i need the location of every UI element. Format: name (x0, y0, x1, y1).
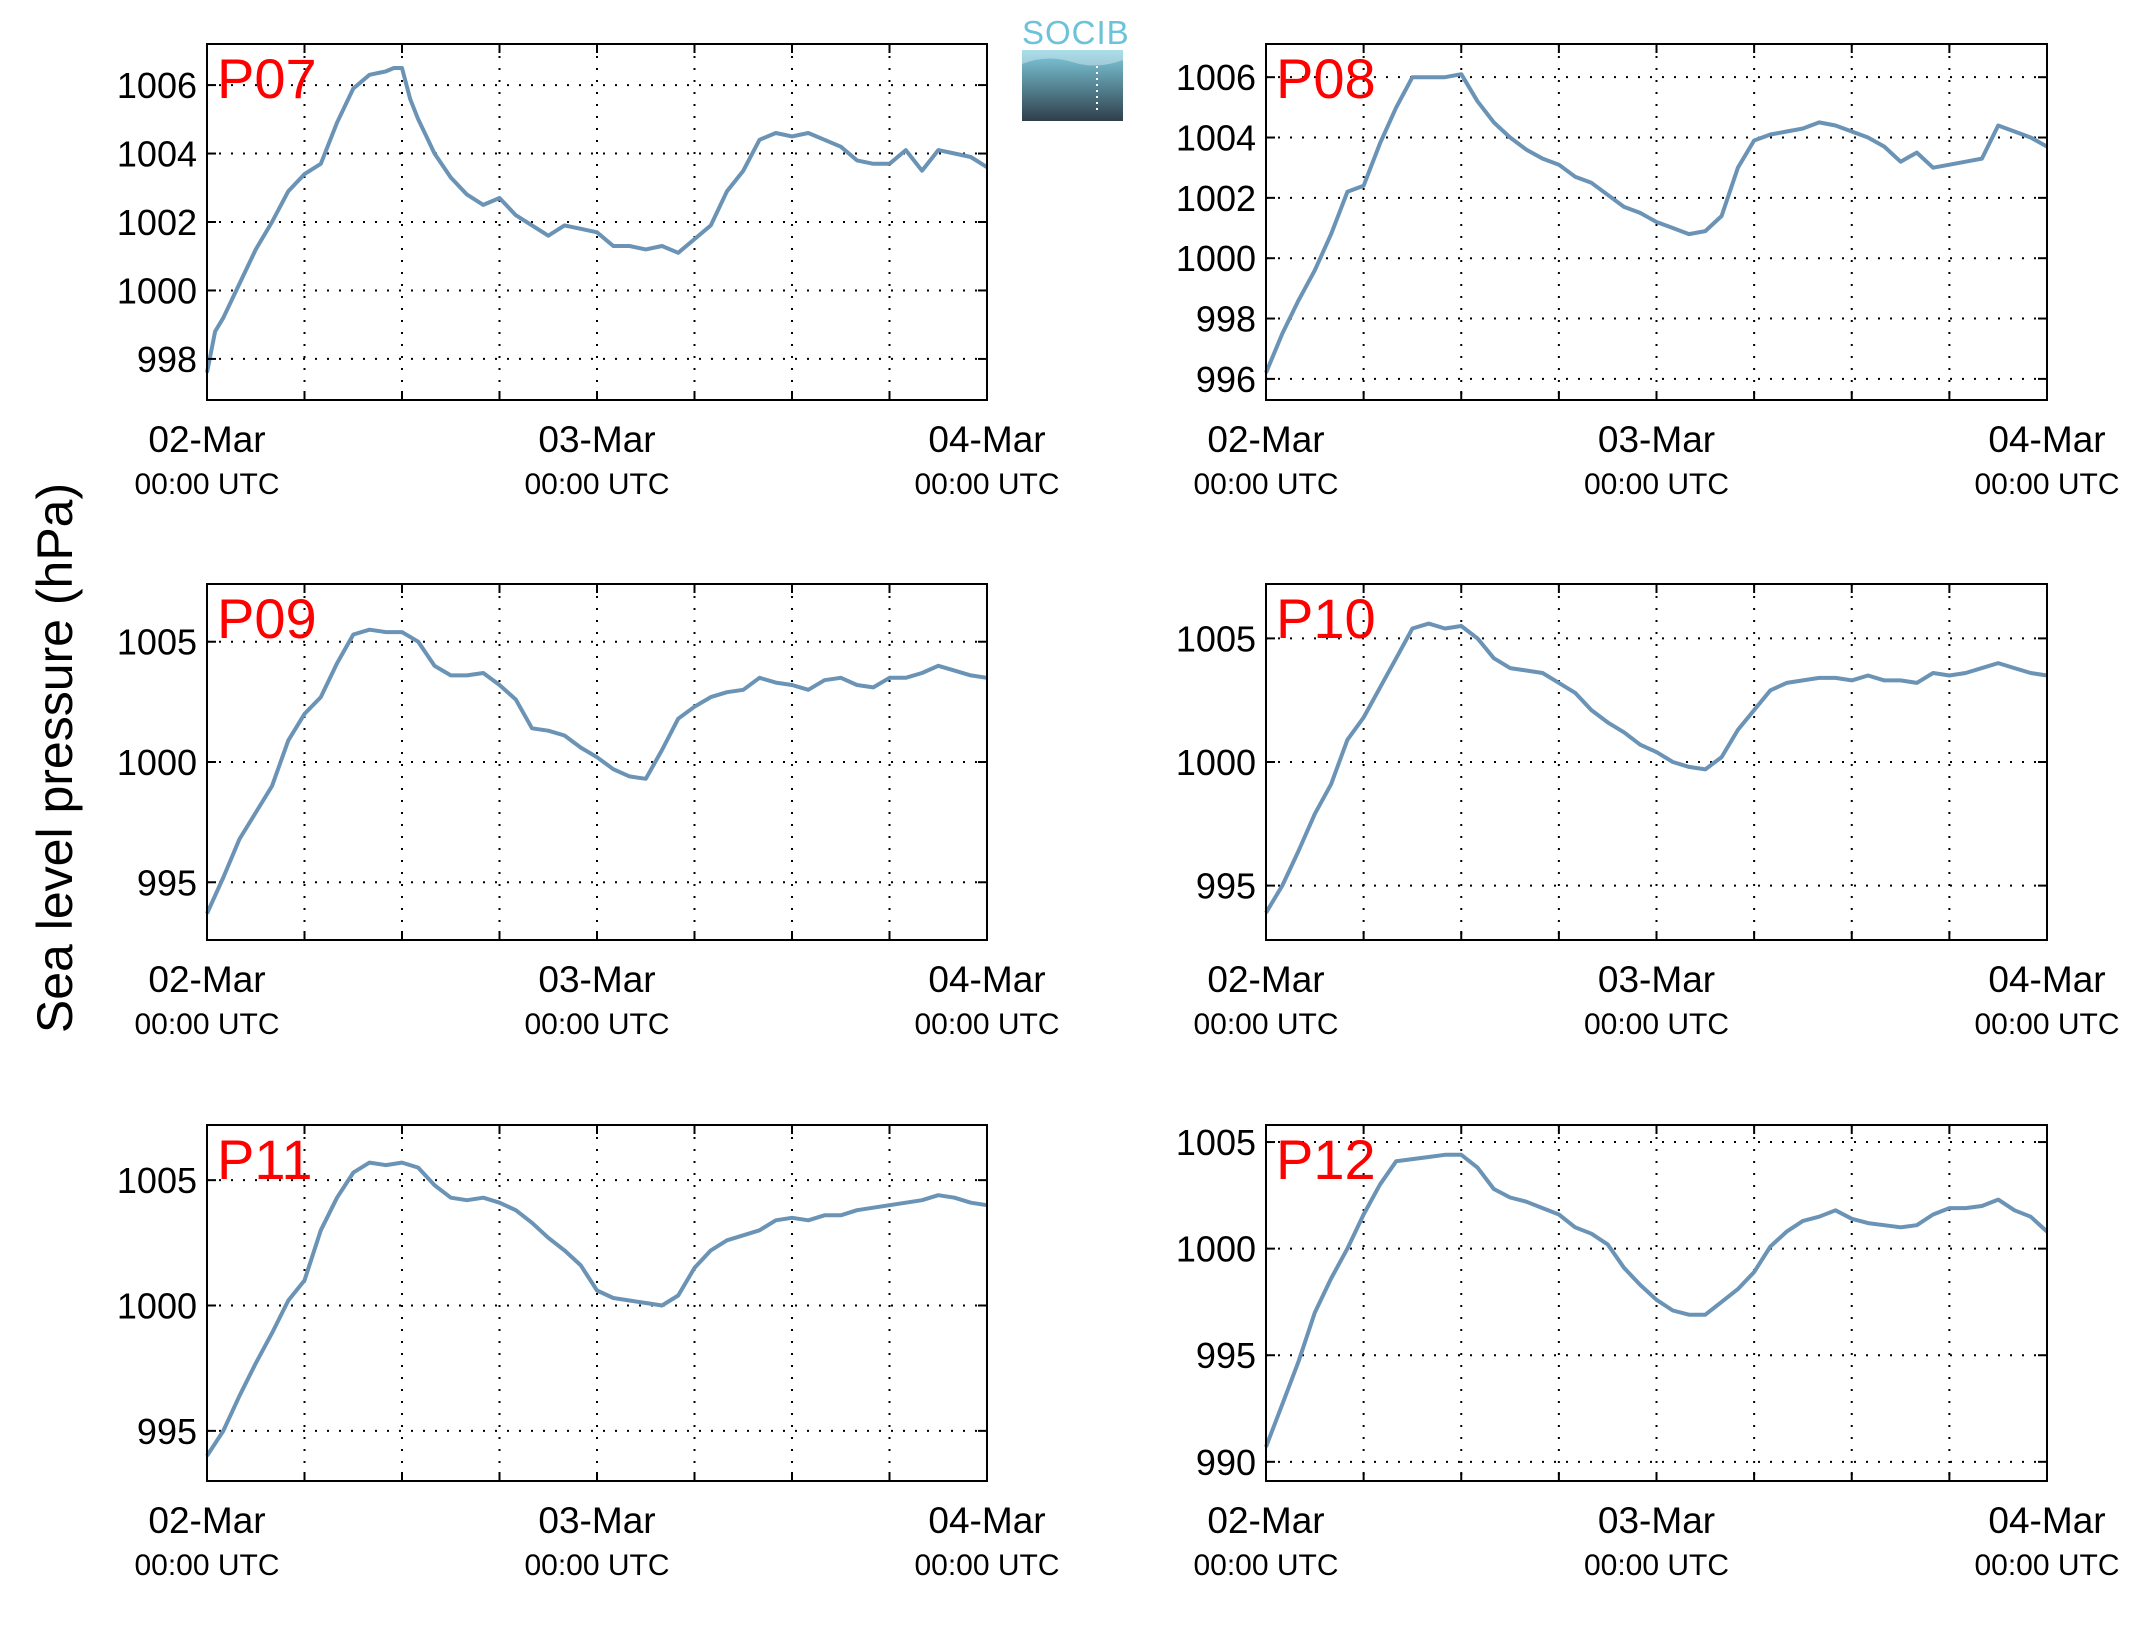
x-tick-label-time: 00:00 UTC (1584, 1008, 1729, 1041)
x-tick-label-date: 02-Mar (148, 959, 265, 1000)
x-tick-label-time: 00:00 UTC (914, 468, 1059, 501)
x-tick-label-date: 04-Mar (1988, 419, 2105, 460)
x-tick-label-date: 03-Mar (538, 959, 655, 1000)
x-tick-label-time: 00:00 UTC (524, 1008, 669, 1041)
station-label: P09 (217, 587, 317, 650)
y-tick-label: 995 (1196, 866, 1256, 907)
station-label: P11 (217, 1128, 312, 1191)
y-tick-label: 998 (137, 339, 197, 380)
x-tick-label-time: 00:00 UTC (1193, 468, 1338, 501)
y-tick-label: 1000 (1176, 1229, 1256, 1270)
x-tick-label-date: 04-Mar (928, 959, 1045, 1000)
y-tick-label: 1000 (1176, 238, 1256, 279)
y-tick-label: 1005 (1176, 1122, 1256, 1163)
x-tick-label-date: 03-Mar (538, 419, 655, 460)
axes-frame (206, 43, 988, 401)
x-tick-label-time: 00:00 UTC (914, 1008, 1059, 1041)
y-tick-label: 1002 (1176, 178, 1256, 219)
x-tick-label-date: 04-Mar (1988, 959, 2105, 1000)
x-tick-label-date: 02-Mar (1207, 959, 1324, 1000)
axes-frame (206, 1124, 988, 1482)
data-series-line (205, 1160, 988, 1457)
y-tick-label: 1004 (117, 134, 197, 175)
y-tick-label: 1006 (117, 65, 197, 106)
data-series-line (205, 627, 988, 915)
y-axis-label: Sea level pressure (hPa) (27, 483, 83, 1033)
logo-text: SOCIB (1022, 14, 1130, 51)
plot-area: 995 1000 1005 02-Mar 00:00 UTC 03-Mar 00:00 UT… (1176, 583, 2120, 1041)
station-label: P12 (1276, 1128, 1376, 1191)
y-tick-label: 1000 (117, 742, 197, 783)
plot-area: 995 1000 1005 02-Mar 00:00 UTC 03-Mar 00:00 UT… (117, 583, 1060, 1041)
x-tick-label-time: 00:00 UTC (134, 1549, 279, 1582)
y-tick-label: 1005 (117, 622, 197, 663)
data-series-line (1264, 621, 2048, 914)
socib-logo: SOCIB (1022, 14, 1130, 121)
y-tick-label: 995 (1196, 1335, 1256, 1376)
data-series-line (1264, 72, 2048, 374)
chart-p11: 995 1000 1005 02-Mar 00:00 UTC 03-Mar 00:00 UT… (117, 1124, 1060, 1582)
y-tick-label: 1004 (1176, 118, 1256, 159)
x-tick-label-time: 00:00 UTC (1974, 468, 2119, 501)
x-tick-label-date: 02-Mar (1207, 1500, 1324, 1541)
x-tick-label-time: 00:00 UTC (914, 1549, 1059, 1582)
x-tick-label-date: 02-Mar (148, 1500, 265, 1541)
y-tick-label: 1000 (1176, 742, 1256, 783)
plot-area: 998 1000 1002 1004 1006 02-Mar 00:00 UTC 03-Mar… (117, 43, 1060, 501)
x-tick-label-time: 00:00 UTC (524, 1549, 669, 1582)
plot-area: 996 998 1000 1002 1004 1006 02-Mar 00:00 UTC 03-… (1176, 43, 2120, 501)
x-tick-label-date: 04-Mar (928, 419, 1045, 460)
y-tick-label: 1006 (1176, 57, 1256, 98)
x-tick-label-time: 00:00 UTC (1974, 1549, 2119, 1582)
axes-frame (1265, 583, 2048, 941)
chart-p10: 995 1000 1005 02-Mar 00:00 UTC 03-Mar 00:00 UT… (1176, 583, 2120, 1041)
chart-p08: 996 998 1000 1002 1004 1006 02-Mar 00:00 UTC 03-… (1176, 43, 2120, 501)
data-series-line (1264, 1152, 2049, 1448)
chart-p09: 995 1000 1005 02-Mar 00:00 UTC 03-Mar 00:00 UT… (117, 583, 1060, 1041)
station-label: P10 (1276, 587, 1376, 650)
data-series-line (205, 66, 989, 373)
y-tick-label: 996 (1196, 359, 1256, 400)
y-tick-label: 1002 (117, 202, 197, 243)
x-tick-label-date: 03-Mar (538, 1500, 655, 1541)
x-tick-label-time: 00:00 UTC (134, 468, 279, 501)
x-tick-label-time: 00:00 UTC (1584, 1549, 1729, 1582)
x-tick-label-time: 00:00 UTC (524, 468, 669, 501)
station-label: P07 (217, 47, 317, 110)
axes-frame (206, 583, 988, 941)
x-tick-label-date: 03-Mar (1598, 959, 1715, 1000)
x-tick-label-time: 00:00 UTC (1584, 468, 1729, 501)
y-tick-label: 995 (137, 1411, 197, 1452)
plot-area: 990 995 1000 1005 02-Mar 00:00 UTC 03-Mar 00:00… (1176, 1122, 2120, 1582)
x-tick-label-time: 00:00 UTC (134, 1008, 279, 1041)
x-tick-label-date: 04-Mar (928, 1500, 1045, 1541)
x-tick-label-date: 03-Mar (1598, 419, 1715, 460)
x-tick-label-time: 00:00 UTC (1974, 1008, 2119, 1041)
y-tick-label: 990 (1196, 1442, 1256, 1483)
logo-wave-icon (1022, 50, 1123, 121)
y-tick-label: 995 (137, 862, 197, 903)
y-tick-label: 1000 (117, 1286, 197, 1327)
y-tick-label: 1000 (117, 270, 197, 311)
y-tick-label: 998 (1196, 299, 1256, 340)
plot-area: 995 1000 1005 02-Mar 00:00 UTC 03-Mar 00:00 UT… (117, 1124, 1060, 1582)
x-tick-label-date: 02-Mar (1207, 419, 1324, 460)
chart-p07: 998 1000 1002 1004 1006 02-Mar 00:00 UTC 03-Mar… (117, 43, 1060, 501)
x-tick-label-date: 03-Mar (1598, 1500, 1715, 1541)
y-tick-label: 1005 (1176, 618, 1256, 659)
x-tick-label-time: 00:00 UTC (1193, 1008, 1338, 1041)
x-tick-label-date: 02-Mar (148, 419, 265, 460)
chart-p12: 990 995 1000 1005 02-Mar 00:00 UTC 03-Mar 00:00… (1176, 1122, 2120, 1582)
x-tick-label-date: 04-Mar (1988, 1500, 2105, 1541)
x-tick-label-time: 00:00 UTC (1193, 1549, 1338, 1582)
y-tick-label: 1005 (117, 1160, 197, 1201)
station-label: P08 (1276, 47, 1376, 110)
